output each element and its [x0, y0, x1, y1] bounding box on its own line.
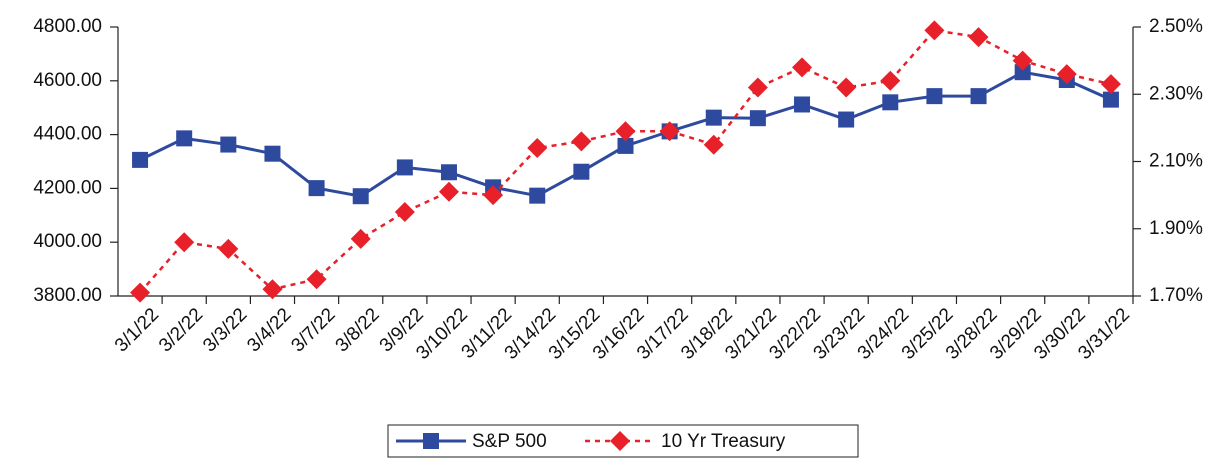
y-tick-label: 4000.00 [33, 231, 102, 252]
marker [174, 232, 195, 253]
marker [1056, 64, 1077, 85]
marker [176, 130, 193, 147]
marker [747, 77, 768, 98]
marker [836, 77, 857, 98]
marker [659, 121, 680, 142]
y-tick-label: 4400.00 [33, 124, 102, 145]
marker [350, 228, 371, 249]
legend-label: S&P 500 [472, 431, 547, 452]
y-tick-label: 3800.00 [33, 285, 102, 306]
marker [308, 180, 325, 197]
marker [794, 96, 811, 113]
marker [529, 187, 546, 204]
marker [1102, 91, 1119, 108]
marker [352, 188, 369, 205]
marker [880, 70, 901, 91]
x-tick-label: 3/7/22 [287, 304, 339, 356]
legend-label: 10 Yr Treasury [661, 431, 786, 452]
marker [615, 121, 636, 142]
marker [438, 181, 459, 202]
marker [968, 27, 989, 48]
marker [703, 134, 724, 155]
marker [527, 138, 548, 159]
x-tick-label: 3/2/22 [155, 304, 207, 356]
marker [396, 159, 413, 176]
x-tick-label: 3/1/22 [111, 304, 163, 356]
y2-tick-label: 2.30% [1149, 83, 1203, 104]
series-line [139, 29, 1112, 294]
marker [483, 185, 504, 206]
y2-tick-label: 1.90% [1149, 218, 1203, 239]
marker [218, 238, 239, 259]
marker [440, 164, 457, 181]
marker [130, 282, 151, 303]
x-tick-label: 3/8/22 [332, 304, 384, 356]
marker [1012, 50, 1033, 71]
x-tick-label: 3/4/22 [243, 304, 295, 356]
marker [617, 137, 634, 154]
marker [924, 20, 945, 41]
marker [132, 151, 149, 168]
marker [705, 109, 722, 126]
y-tick-label: 4200.00 [33, 177, 102, 198]
marker [262, 279, 283, 300]
marker [571, 131, 592, 152]
marker [1100, 74, 1121, 95]
y2-tick-label: 2.50% [1149, 16, 1203, 37]
legend-marker [423, 433, 439, 449]
marker [970, 88, 987, 105]
marker [749, 110, 766, 127]
marker [394, 201, 415, 222]
y-tick-label: 4600.00 [33, 70, 102, 91]
marker [792, 57, 813, 78]
marker [306, 269, 327, 290]
marker [264, 145, 281, 162]
marker [573, 163, 590, 180]
y2-tick-label: 2.10% [1149, 151, 1203, 172]
marker [926, 88, 943, 105]
x-tick-label: 3/3/22 [199, 304, 251, 356]
y2-tick-label: 1.70% [1149, 285, 1203, 306]
marker [220, 136, 237, 153]
marker [838, 111, 855, 128]
marker [882, 94, 899, 111]
y-tick-label: 4800.00 [33, 16, 102, 37]
marker [1014, 64, 1031, 81]
legend-marker [610, 431, 630, 451]
